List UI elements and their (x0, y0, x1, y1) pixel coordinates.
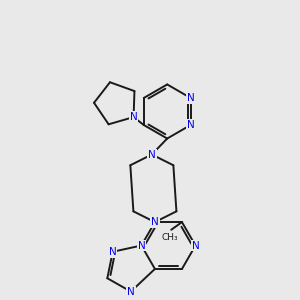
Text: N: N (148, 149, 156, 160)
Text: N: N (127, 286, 135, 297)
Text: CH₃: CH₃ (161, 233, 178, 242)
Text: N: N (187, 93, 194, 103)
Text: N: N (137, 241, 145, 250)
Text: N: N (151, 217, 159, 227)
Text: N: N (130, 112, 137, 122)
Text: N: N (109, 247, 117, 257)
Text: N: N (192, 241, 200, 250)
Text: N: N (187, 120, 194, 130)
